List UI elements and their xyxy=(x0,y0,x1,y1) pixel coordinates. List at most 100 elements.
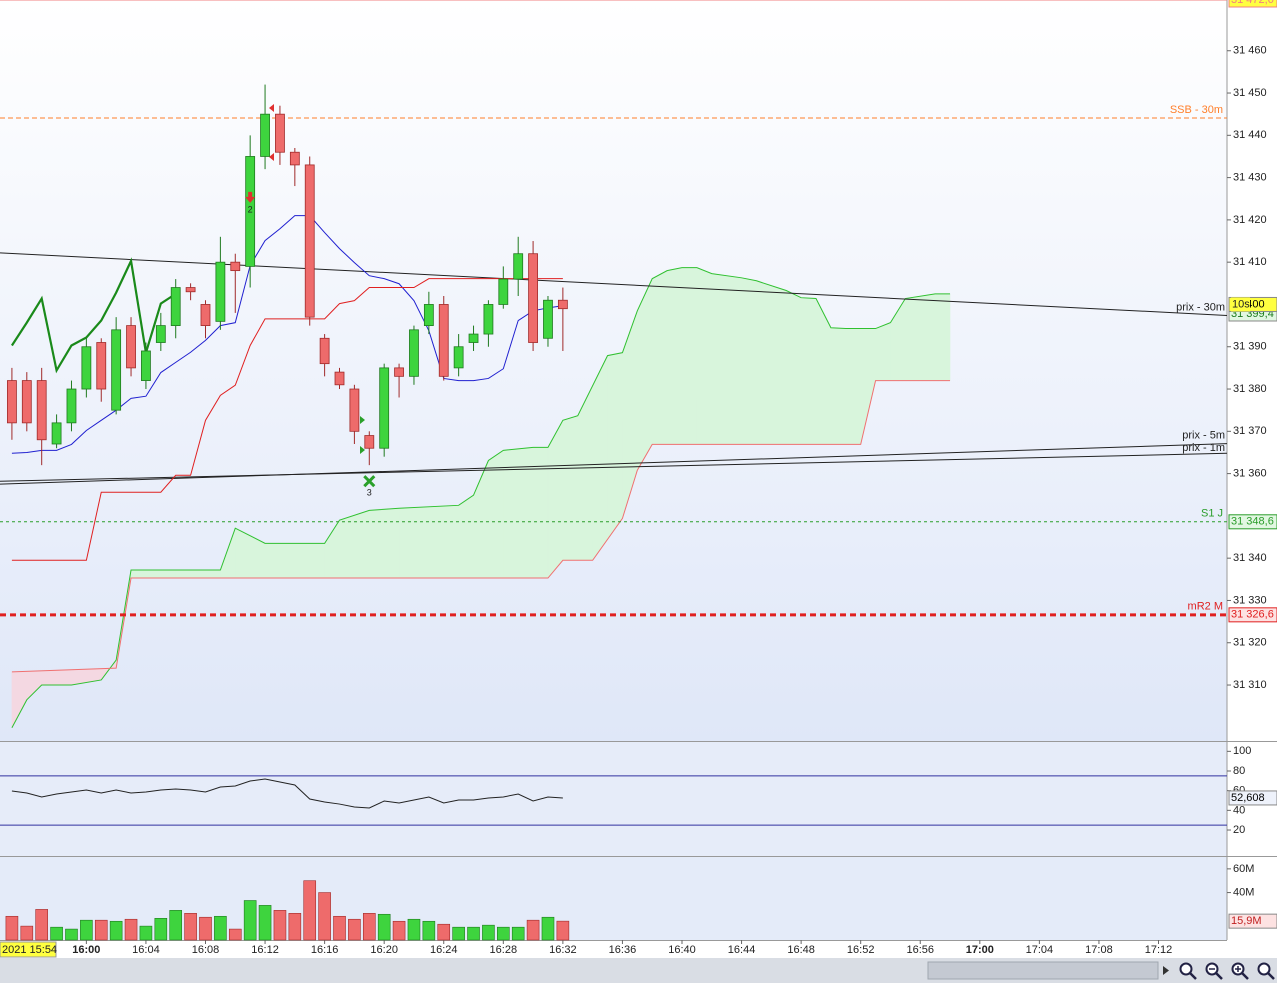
signal-label: 3 xyxy=(367,488,372,498)
level-label: 31 348,6 xyxy=(1231,516,1274,528)
candle-body xyxy=(453,346,464,369)
buy-signal xyxy=(363,475,376,488)
cloud-fill xyxy=(607,352,623,541)
volume-bar xyxy=(288,913,302,941)
volume-bar xyxy=(258,905,272,941)
candle-body xyxy=(513,253,524,280)
cloud-fill xyxy=(696,267,713,445)
x-tick-label: 16:52 xyxy=(847,944,875,956)
scroll-arrow[interactable] xyxy=(1163,966,1169,975)
cloud-fill xyxy=(785,290,802,445)
x-tick-label: 17:08 xyxy=(1085,944,1113,956)
volume-bar xyxy=(318,892,331,941)
candle-body xyxy=(245,156,256,267)
trendline xyxy=(0,252,1228,316)
candle-body xyxy=(379,367,390,449)
x-tick-label: 16:20 xyxy=(370,944,398,956)
rsi-pane xyxy=(0,742,1227,856)
candle-body xyxy=(409,329,419,377)
level-label: 31 326,6 xyxy=(1231,609,1274,621)
zoom-in-button[interactable] xyxy=(1231,962,1249,980)
cloud-fill xyxy=(532,447,549,579)
y-tick-label: 100 xyxy=(1233,745,1251,757)
candle-body xyxy=(170,287,181,326)
cloud-line xyxy=(11,380,951,673)
candle-body xyxy=(96,342,107,390)
candle-body xyxy=(468,333,479,343)
candle-body xyxy=(51,422,62,445)
x-tick-label: 16:32 xyxy=(549,944,577,956)
volume-bar xyxy=(452,926,465,941)
y-tick-label: 31 450 xyxy=(1233,87,1267,99)
volume-bar xyxy=(94,919,108,941)
candle-body xyxy=(155,325,166,343)
level-name: SSB - 30m xyxy=(1170,104,1223,116)
trendline-name: prix - 1m xyxy=(1182,442,1225,454)
cloud-fill xyxy=(458,494,474,579)
price-box xyxy=(1228,913,1277,929)
timer: 10s xyxy=(1232,298,1250,310)
trendline xyxy=(0,452,1228,482)
volume-bar xyxy=(526,919,540,941)
level-box xyxy=(1228,0,1277,8)
volume-bar xyxy=(154,918,168,941)
candle-body xyxy=(423,304,434,327)
scroll-thumb[interactable] xyxy=(927,961,1159,980)
volume-bar xyxy=(80,919,93,941)
candle-body xyxy=(483,304,494,335)
volume-bar xyxy=(50,926,63,941)
trendline xyxy=(0,443,1228,485)
x-tick-label: 16:12 xyxy=(251,944,279,956)
level-label: 31 472,0 xyxy=(1231,0,1274,6)
y-tick-label: 31 380 xyxy=(1233,383,1267,395)
cloud-line xyxy=(11,267,951,728)
volume-bar xyxy=(35,909,48,941)
sell-signal xyxy=(245,191,256,203)
cloud-fill xyxy=(130,569,176,579)
x-tick-label: 16:40 xyxy=(668,944,696,956)
volume-bar xyxy=(169,910,183,941)
y-tick-label: 80 xyxy=(1233,765,1245,777)
y-tick-label: 31 390 xyxy=(1233,341,1267,353)
candle-body xyxy=(304,164,315,318)
candle-body xyxy=(36,380,47,441)
signal-tick xyxy=(269,104,274,112)
x-tick-label: 16:16 xyxy=(311,944,339,956)
candle-body xyxy=(498,278,509,305)
candle-body xyxy=(438,304,449,377)
signal-label: 2 xyxy=(248,204,253,214)
cloud-fill xyxy=(875,322,891,381)
candle-body xyxy=(141,350,151,381)
candle-body xyxy=(200,304,211,327)
zoom-out-button[interactable] xyxy=(1205,962,1223,980)
indicator-line xyxy=(11,278,563,561)
y-tick-label: 31 420 xyxy=(1233,214,1267,226)
y-tick-label: 31 330 xyxy=(1233,594,1267,606)
cloud-fill xyxy=(741,277,757,445)
x-tick-label: 16:24 xyxy=(430,944,458,956)
candle-body xyxy=(334,371,345,386)
x-tick-label: 16:04 xyxy=(132,944,160,956)
y-tick-label: 31 460 xyxy=(1233,45,1267,57)
signal-tick xyxy=(360,416,365,424)
cloud-fill xyxy=(264,543,325,579)
level-box xyxy=(1228,607,1277,623)
zoom-fit-button[interactable] xyxy=(1179,962,1197,980)
volume-bar xyxy=(511,926,525,941)
volume-bar xyxy=(139,925,153,941)
zoom-reset-button[interactable] xyxy=(1257,962,1275,980)
volume-bar xyxy=(556,920,570,941)
x-tick-label: 16:36 xyxy=(609,944,637,956)
cloud-fill xyxy=(681,267,698,445)
cursor-time-box xyxy=(0,941,57,958)
volume-bar xyxy=(199,916,212,941)
volume-bar xyxy=(362,913,376,941)
candle-body xyxy=(215,261,226,322)
signal-tick xyxy=(269,153,274,161)
level-box xyxy=(1228,514,1277,530)
x-tick-label: 16:48 xyxy=(787,944,815,956)
trendline-name: prix - 5m xyxy=(1182,429,1225,441)
cloud-fill xyxy=(562,415,579,561)
cloud-fill xyxy=(41,669,72,686)
